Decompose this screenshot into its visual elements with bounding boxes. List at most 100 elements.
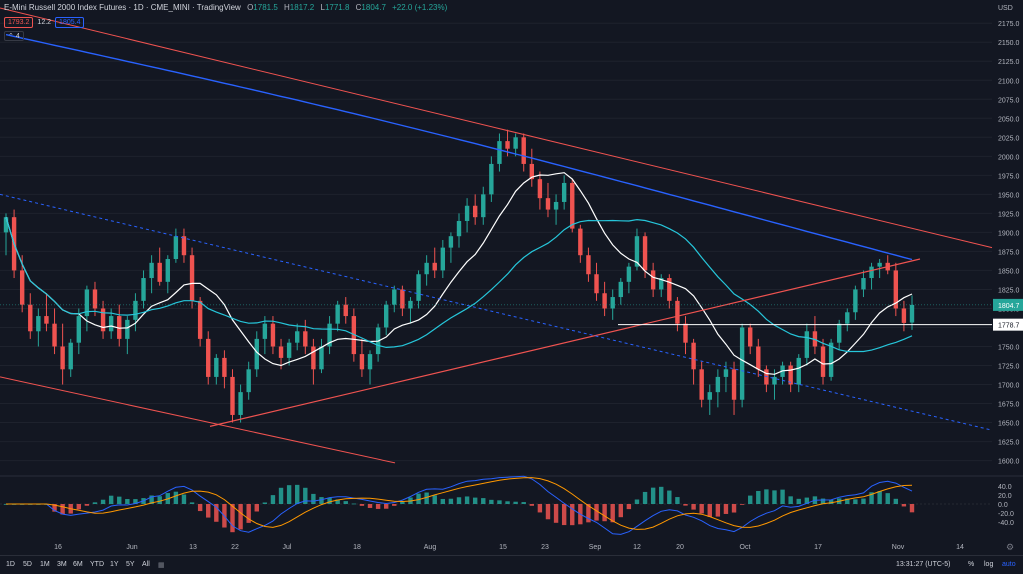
tf-ytd[interactable]: YTD [90,561,104,568]
symbol-title[interactable]: E-Mini Russell 2000 Index Futures · 1D ·… [4,3,241,12]
ask-badge[interactable]: 1805.4 [55,17,85,28]
candle-body [578,228,583,256]
macd-histogram-bar [481,498,486,504]
macd-histogram-bar [634,499,640,504]
candle-body [901,308,907,323]
macd-histogram-bar [513,501,518,504]
tf-3m[interactable]: 3M [57,561,67,568]
macd-histogram-bar [400,501,405,504]
macd-histogram-bar [84,504,90,506]
macd-histogram-bar [699,504,704,514]
macd-tick-label: 40.0 [998,484,1012,491]
candle-body [68,342,73,370]
macd-histogram-bar [505,501,510,504]
macd-histogram-bar [100,499,106,504]
candle-body [618,281,623,298]
time-tick-label: 15 [499,544,507,551]
rising-trendline [209,258,921,427]
candle-body [481,194,486,218]
macd-histogram-bar [626,504,632,510]
macd-histogram-bar [739,504,745,505]
tf-1y[interactable]: 1Y [110,561,119,568]
macd-histogram-bar [756,490,761,504]
macd-histogram-bar [489,499,494,504]
macd-histogram-bar [278,487,284,504]
last-price-label: 1804.7 [998,303,1020,310]
ma-slow-line [5,33,913,261]
price-tick-label: 1825.0 [998,287,1020,294]
chart-area[interactable]: 2175.0 2150.0 2125.0 2100.0 2075.0 2050.0 2025… [0,0,1023,555]
tf-6m[interactable]: 6M [73,561,83,568]
currency-label: USD [998,5,1013,12]
macd-histogram-bar [440,498,446,504]
macd-histogram-bar [691,504,696,510]
macd-histogram-bar [125,499,130,504]
candle-body [756,346,761,370]
tf-1m[interactable]: 1M [40,561,50,568]
candle-body [869,266,874,279]
candle-body [311,346,316,370]
time-tick-label: 14 [956,544,964,551]
candle-body [424,262,429,275]
candle-body [19,270,25,305]
bid-badge[interactable]: 1793.2 [4,17,34,28]
macd-histogram-bar [133,499,138,504]
candle-body [772,376,777,385]
candle-body [108,316,114,332]
price-chart[interactable]: 2175.0 2150.0 2125.0 2100.0 2075.0 2050.0 2025… [0,0,1023,555]
candle-body [432,262,437,271]
auto-toggle[interactable]: auto [1002,561,1016,568]
macd-histogram-bar [335,499,340,504]
candle-body [513,137,518,149]
macd-histogram-bar [788,496,793,504]
macd-histogram-bar [561,504,567,526]
candle-body [246,369,251,393]
clock[interactable]: 13:31:27 (UTC-5) [896,561,951,568]
log-toggle[interactable]: log [984,561,994,568]
price-tick-label: 2075.0 [998,97,1020,104]
hline-price-label: 1778.7 [998,323,1020,330]
candle-body [909,304,915,323]
price-tick-label: 2100.0 [998,78,1020,85]
time-tick-label: 12 [633,544,641,551]
candle-body [230,376,235,415]
low-value: 1771.8 [324,3,350,12]
candle-body [602,293,607,309]
indicators-collapse-button[interactable]: ⌃ 4 [4,31,24,41]
date-range-icon[interactable]: ▦ [158,562,165,569]
settings-gear-icon[interactable]: ⚙ [1006,543,1014,553]
price-tick-label: 1850.0 [998,268,1020,275]
candle-body [675,300,680,324]
macd-histogram-bar [731,504,737,513]
candle-body [683,323,688,343]
macd-histogram-bar [383,504,389,509]
tf-all[interactable]: All [142,561,150,568]
candle-body [667,278,672,301]
spread-value: 12.2 [37,19,52,26]
indicator-row: 1793.2 12.2 1805.4 [4,17,85,28]
candle-body [553,201,559,210]
candle-body [642,236,648,271]
price-tick-label: 1600.0 [998,459,1020,466]
tf-5y[interactable]: 5Y [126,561,135,568]
price-tick-label: 1700.0 [998,383,1020,390]
price-tick-label: 1925.0 [998,211,1020,218]
symbol-header: E-Mini Russell 2000 Index Futures · 1D ·… [4,3,455,12]
candle-body [448,236,454,248]
candle-body [359,354,365,370]
candle-body [626,266,632,282]
macd-histogram-bar [189,502,195,504]
time-tick-label: Jun [126,544,137,551]
percent-toggle[interactable]: % [968,561,975,568]
macd-histogram-bar [76,504,82,510]
macd-histogram-bar [772,490,777,504]
candle-body [893,270,899,309]
tf-1d[interactable]: 1D [6,561,15,568]
candle-body [456,220,462,237]
price-tick-label: 1650.0 [998,421,1020,428]
candle-body [521,137,526,164]
tf-5d[interactable]: 5D [23,561,32,568]
macd-histogram-bar [286,485,292,504]
macd-histogram-bar [529,504,535,506]
candle-body [270,323,276,347]
